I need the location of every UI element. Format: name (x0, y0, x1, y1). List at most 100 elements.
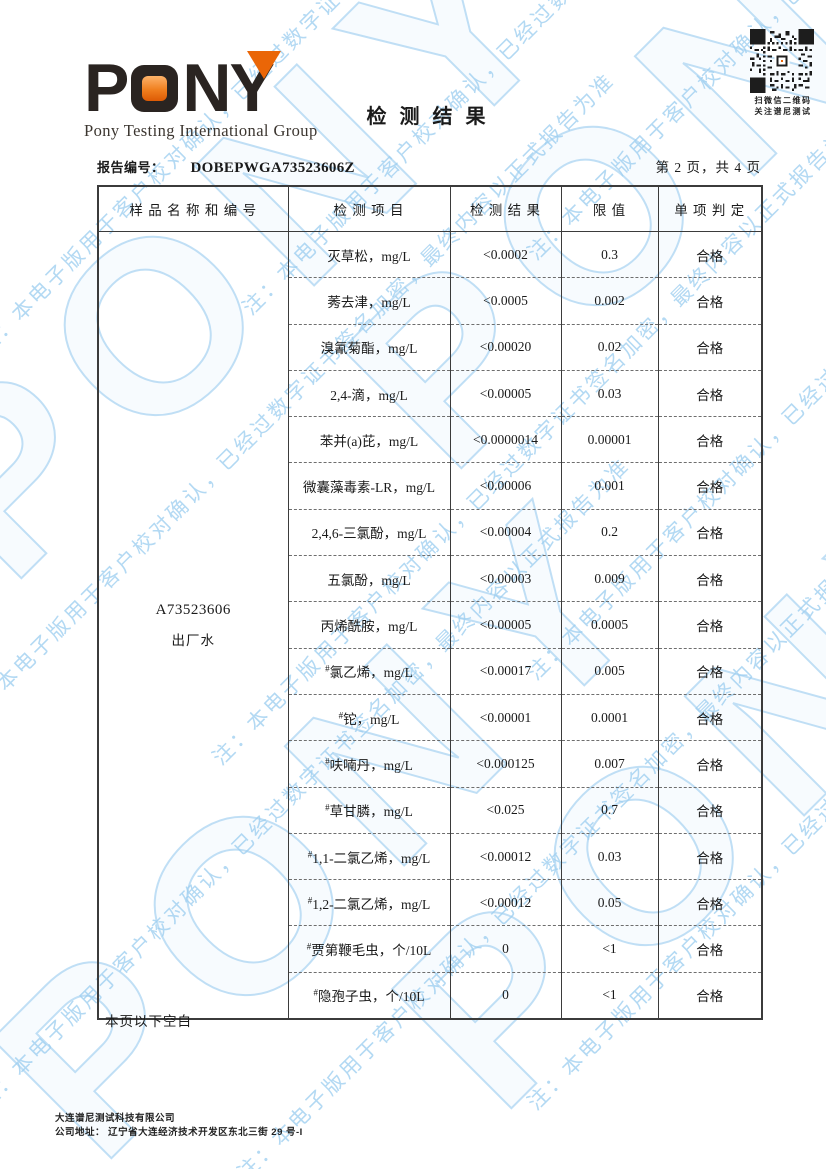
item-cell: #1,1-二氯乙烯，mg/L (287, 833, 450, 881)
table-row: #呋喃丹，mg/L <0.000125 0.007 合格 (98, 740, 762, 788)
column-header-verdict: 单 项 判 定 (657, 185, 763, 232)
column-header-limit: 限 值 (560, 185, 659, 232)
verdict-cell: 合格 (657, 509, 762, 557)
item-cell: #铊，mg/L (287, 694, 450, 742)
result-cell: <0.00006 (449, 462, 561, 510)
table-row: 莠去津，mg/L <0.0005 0.002 合格 (98, 277, 762, 325)
item-prefix: # (313, 987, 319, 998)
report-number-label: 报告编号： (97, 160, 165, 175)
limit-cell: 0.002 (560, 277, 658, 325)
result-cell: <0.00017 (449, 648, 561, 695)
sample-cell: A73523606 出厂水 (98, 232, 288, 1020)
limit-cell: 0.005 (560, 648, 658, 695)
footer-address-label: 公司地址： (55, 1127, 106, 1138)
item-prefix: # (307, 895, 313, 906)
verdict-cell: 合格 (657, 555, 762, 603)
table-row: #氯乙烯，mg/L <0.00017 0.005 合格 (98, 648, 762, 695)
sample-code: A73523606 (155, 601, 231, 618)
result-cell: <0.00012 (449, 833, 561, 881)
table-row: 苯并(a)芘，mg/L <0.0000014 0.00001 合格 (98, 416, 762, 464)
logo-letter-o-icon (131, 64, 179, 112)
result-cell: 0 (449, 925, 561, 973)
verdict-cell: 合格 (657, 787, 762, 834)
verdict-cell: 合格 (657, 925, 762, 973)
table-row: #贾第鞭毛虫，个/10L 0 <1 合格 (98, 925, 762, 973)
limit-cell: 0.009 (560, 555, 658, 603)
logo-letter-p: P (84, 50, 129, 126)
result-cell: <0.000125 (449, 740, 561, 788)
qr-code-icon (750, 29, 814, 93)
footer-address-value: 辽宁省大连经济技术开发区东北三街 29 号-I (108, 1127, 303, 1138)
column-header-item: 检 测 项 目 (287, 185, 451, 232)
result-cell: <0.0000014 (449, 416, 561, 464)
table-row: 五氯酚，mg/L <0.00003 0.009 合格 (98, 555, 762, 603)
verdict-cell: 合格 (657, 740, 762, 788)
column-header-result: 检 测 结 果 (449, 185, 562, 232)
footer-company: 大连谱尼测试科技有限公司 (55, 1113, 176, 1124)
result-cell: <0.00012 (449, 879, 561, 927)
logo-orange-triangle-icon (246, 51, 281, 79)
item-cell: #1,2-二氯乙烯，mg/L (287, 879, 450, 927)
verdict-cell: 合格 (657, 231, 762, 279)
logo-orange-square-icon (142, 75, 168, 101)
verdict-cell: 合格 (657, 277, 762, 325)
limit-cell: 0.03 (560, 370, 658, 418)
verdict-cell: 合格 (657, 601, 762, 649)
logo-subtitle: Pony Testing International Group (84, 121, 318, 140)
item-cell: 2,4-滴，mg/L (287, 370, 450, 418)
item-prefix: # (325, 663, 330, 674)
item-cell: #草甘膦，mg/L (287, 787, 450, 834)
limit-cell: 0.0005 (560, 601, 658, 649)
column-header-sample: 样 品 名 称 和 编 号 (97, 185, 289, 232)
table-row: 微囊藻毒素-LR，mg/L <0.00006 0.001 合格 (98, 462, 762, 510)
pony-logo-word: P N Y (84, 50, 318, 126)
table-row: #铊，mg/L <0.00001 0.0001 合格 (98, 694, 762, 742)
item-cell: 丙烯酰胺，mg/L (287, 601, 450, 649)
result-cell: <0.00003 (449, 555, 561, 603)
result-cell: <0.00020 (449, 324, 561, 371)
table-row: 2,4-滴，mg/L <0.00005 0.03 合格 (98, 370, 762, 418)
item-cell: 2,4,6-三氯酚，mg/L (287, 509, 450, 557)
verdict-cell: 合格 (657, 648, 762, 695)
item-cell: #氯乙烯，mg/L (287, 648, 450, 695)
item-cell: #贾第鞭毛虫，个/10L (287, 925, 450, 973)
item-cell: 微囊藻毒素-LR，mg/L (287, 462, 450, 510)
table-row: 丙烯酰胺，mg/L <0.00005 0.0005 合格 (98, 601, 762, 649)
table-row: #1,2-二氯乙烯，mg/L <0.00012 0.05 合格 (98, 879, 762, 927)
limit-cell: 0.00001 (560, 416, 658, 464)
result-cell: <0.00005 (449, 370, 561, 418)
limit-cell: 0.0001 (560, 694, 658, 742)
page-footer: 大连谱尼测试科技有限公司 公司地址： 辽宁省大连经济技术开发区东北三街 29 号… (55, 1112, 303, 1140)
item-prefix: # (338, 710, 344, 721)
verdict-cell: 合格 (657, 833, 762, 881)
item-prefix: # (325, 756, 330, 767)
item-prefix: # (325, 802, 330, 813)
result-cell: <0.00004 (449, 509, 561, 557)
end-of-page-note: 本页以下空白 (105, 1014, 192, 1029)
page-indicator: 第 2 页，共 4 页 (655, 160, 761, 175)
limit-cell: 0.2 (560, 509, 658, 557)
limit-cell: <1 (560, 925, 658, 973)
footer-address: 公司地址： 辽宁省大连经济技术开发区东北三街 29 号-I (55, 1126, 303, 1140)
verdict-cell: 合格 (657, 370, 762, 418)
pony-logo: P N Y Pony Testing International Group (84, 50, 318, 141)
limit-cell: 0.05 (560, 879, 658, 927)
report-number-row: 报告编号： DOBEPWGA73523606Z 第 2 页，共 4 页 (97, 156, 761, 177)
result-cell: <0.0002 (449, 231, 561, 279)
item-cell: #隐孢子虫，个/10L (287, 972, 450, 1020)
limit-cell: 0.007 (560, 740, 658, 788)
qr-caption: 扫微信二维码 关注谱尼测试 (744, 96, 822, 117)
table-row: #草甘膦，mg/L <0.025 0.7 合格 (98, 787, 762, 834)
table-row: #隐孢子虫，个/10L 0 <1 合格 (98, 972, 762, 1020)
result-cell: 0 (449, 972, 561, 1020)
verdict-cell: 合格 (657, 879, 762, 927)
result-cell: <0.025 (449, 787, 561, 834)
item-cell: 溴氰菊酯，mg/L (287, 324, 450, 371)
qr-block: 扫微信二维码 关注谱尼测试 (750, 29, 816, 117)
verdict-cell: 合格 (657, 324, 762, 371)
item-prefix: # (306, 941, 312, 952)
verdict-cell: 合格 (657, 416, 762, 464)
limit-cell: <1 (560, 972, 658, 1020)
